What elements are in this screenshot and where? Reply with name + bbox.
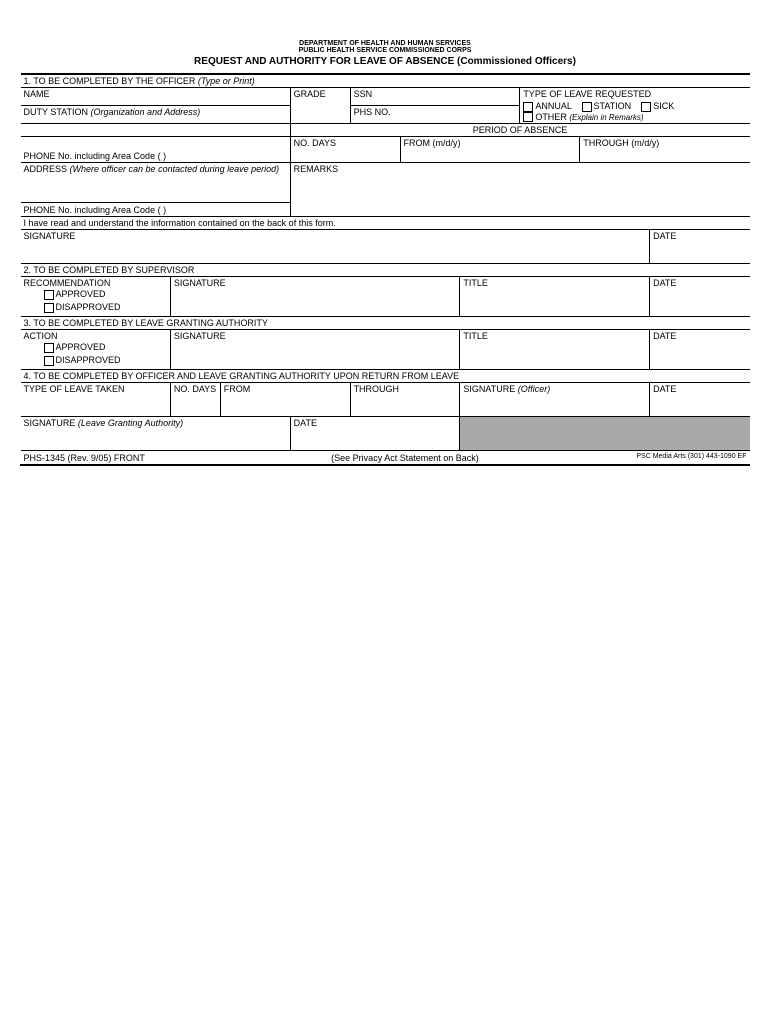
media-credit: PSC Media Arts (301) 443-1090 EF: [520, 451, 750, 465]
title-field-3[interactable]: TITLE: [460, 330, 650, 370]
ssn-field[interactable]: SSN: [350, 88, 520, 106]
form-number: PHS-1345 (Rev. 9/05) FRONT: [21, 451, 291, 465]
name-field[interactable]: NAME: [21, 88, 291, 106]
phs-no-field[interactable]: PHS NO.: [350, 106, 520, 124]
checkbox-station[interactable]: [582, 102, 592, 112]
from-field-4[interactable]: FROM: [220, 383, 350, 417]
signature-field-2[interactable]: SIGNATURE: [170, 277, 460, 317]
duty-station-field-cont[interactable]: [21, 124, 291, 137]
grade-field[interactable]: GRADE: [290, 88, 350, 124]
privacy-note: (See Privacy Act Statement on Back): [290, 451, 520, 465]
corps-line: PUBLIC HEALTH SERVICE COMMISSIONED CORPS: [20, 47, 750, 54]
section1-heading: 1. TO BE COMPLETED BY THE OFFICER (Type …: [21, 74, 750, 88]
signature-authority-field[interactable]: SIGNATURE (Leave Granting Authority): [21, 417, 291, 451]
from-field[interactable]: FROM (m/d/y): [400, 137, 580, 163]
phone2-field[interactable]: PHONE No. including Area Code ( ): [21, 203, 291, 217]
form-body: 1. TO BE COMPLETED BY THE OFFICER (Type …: [20, 73, 750, 466]
date-field-3[interactable]: DATE: [650, 330, 750, 370]
phone1-field[interactable]: PHONE No. including Area Code ( ): [21, 137, 291, 163]
leave-taken-field[interactable]: TYPE OF LEAVE TAKEN: [21, 383, 171, 417]
remarks-field[interactable]: REMARKS: [290, 163, 749, 217]
date-field-4a[interactable]: DATE: [650, 383, 750, 417]
no-days-field[interactable]: NO. DAYS: [290, 137, 400, 163]
checkbox-other[interactable]: [523, 112, 533, 122]
signature-field-3[interactable]: SIGNATURE: [170, 330, 460, 370]
section4-heading: 4. TO BE COMPLETED BY OFFICER AND LEAVE …: [21, 370, 750, 383]
through-field-4[interactable]: THROUGH: [350, 383, 460, 417]
signature-officer-field[interactable]: SIGNATURE (Officer): [460, 383, 650, 417]
recommendation-field[interactable]: RECOMMENDATION APPROVED DISAPPROVED: [21, 277, 171, 317]
form-header: DEPARTMENT OF HEALTH AND HUMAN SERVICES …: [20, 40, 750, 67]
leave-type-field[interactable]: TYPE OF LEAVE REQUESTED ANNUAL STATION S…: [520, 88, 750, 124]
department-line: DEPARTMENT OF HEALTH AND HUMAN SERVICES: [20, 40, 750, 47]
checkbox-approved-3[interactable]: [44, 343, 54, 353]
checkbox-approved-2[interactable]: [44, 290, 54, 300]
duty-station-field[interactable]: DUTY STATION (Organization and Address): [21, 106, 291, 124]
checkbox-sick[interactable]: [641, 102, 651, 112]
date-field-4b[interactable]: DATE: [290, 417, 460, 451]
title-field-2[interactable]: TITLE: [460, 277, 650, 317]
section2-heading: 2. TO BE COMPLETED BY SUPERVISOR: [21, 264, 750, 277]
gray-block: [460, 417, 750, 451]
acknowledge-text: I have read and understand the informati…: [21, 217, 750, 230]
date-field-2[interactable]: DATE: [650, 277, 750, 317]
checkbox-disapproved-3[interactable]: [44, 356, 54, 366]
action-field[interactable]: ACTION APPROVED DISAPPROVED: [21, 330, 171, 370]
date-field-1[interactable]: DATE: [650, 230, 750, 264]
no-days-field-4[interactable]: NO. DAYS: [170, 383, 220, 417]
period-absence-header: PERIOD OF ABSENCE: [290, 124, 749, 137]
through-field[interactable]: THROUGH (m/d/y): [580, 137, 750, 163]
checkbox-disapproved-2[interactable]: [44, 303, 54, 313]
address-field[interactable]: ADDRESS (Where officer can be contacted …: [21, 163, 291, 203]
checkbox-annual[interactable]: [523, 102, 533, 112]
form-title: REQUEST AND AUTHORITY FOR LEAVE OF ABSEN…: [20, 56, 750, 67]
section3-heading: 3. TO BE COMPLETED BY LEAVE GRANTING AUT…: [21, 317, 750, 330]
signature-field-1[interactable]: SIGNATURE: [21, 230, 650, 264]
